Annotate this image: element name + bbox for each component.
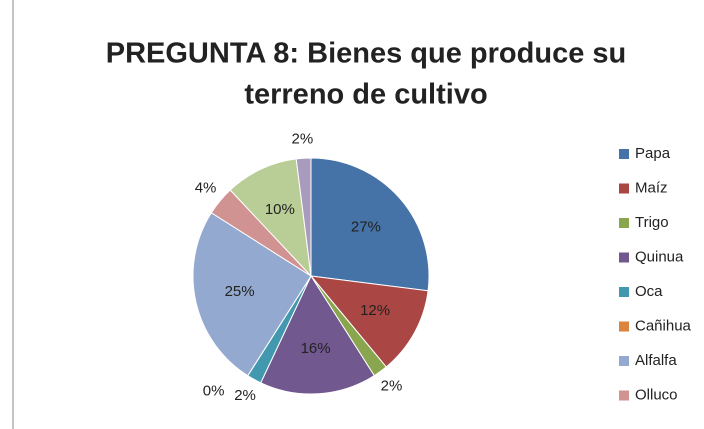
- legend-swatch: [619, 252, 629, 263]
- data-label: 0%: [203, 383, 225, 400]
- data-label: 10%: [265, 201, 295, 218]
- legend-swatch: [619, 218, 629, 228]
- data-label: 2%: [234, 387, 256, 404]
- data-label: 2%: [381, 378, 403, 395]
- pie-slice: [229, 158, 312, 278]
- data-label: 12%: [360, 302, 390, 319]
- legend-label: Alfalfa: [635, 352, 677, 369]
- data-label: 4%: [195, 180, 217, 197]
- chart-title: PREGUNTA 8: Bienes que produce su: [106, 38, 626, 70]
- legend-label: Olluco: [635, 386, 678, 403]
- legend-label: Oca: [635, 283, 663, 300]
- legend-swatch: [619, 287, 629, 297]
- pie-slice: [310, 157, 430, 292]
- legend-label: Maíz: [635, 179, 668, 196]
- legend-swatch: [619, 321, 629, 332]
- pie-slice: [192, 212, 312, 377]
- chart-title: terreno de cultivo: [244, 79, 487, 111]
- legend-label: Quinua: [635, 248, 684, 265]
- legend-swatch: [619, 149, 629, 159]
- data-label: 27%: [351, 219, 381, 236]
- pie-slice: [260, 274, 375, 395]
- legend-swatch: [619, 183, 629, 194]
- data-label: 25%: [225, 283, 255, 300]
- legend-label: Trigo: [635, 214, 669, 231]
- legend-label: Papa: [635, 145, 671, 162]
- legend-label: Cañihua: [635, 317, 692, 334]
- pie-slice: [295, 157, 312, 277]
- data-label: 16%: [301, 340, 331, 357]
- pie-slice: [309, 275, 429, 368]
- legend-swatch: [619, 356, 629, 366]
- data-label: 2%: [292, 130, 314, 147]
- legend-swatch: [619, 390, 629, 401]
